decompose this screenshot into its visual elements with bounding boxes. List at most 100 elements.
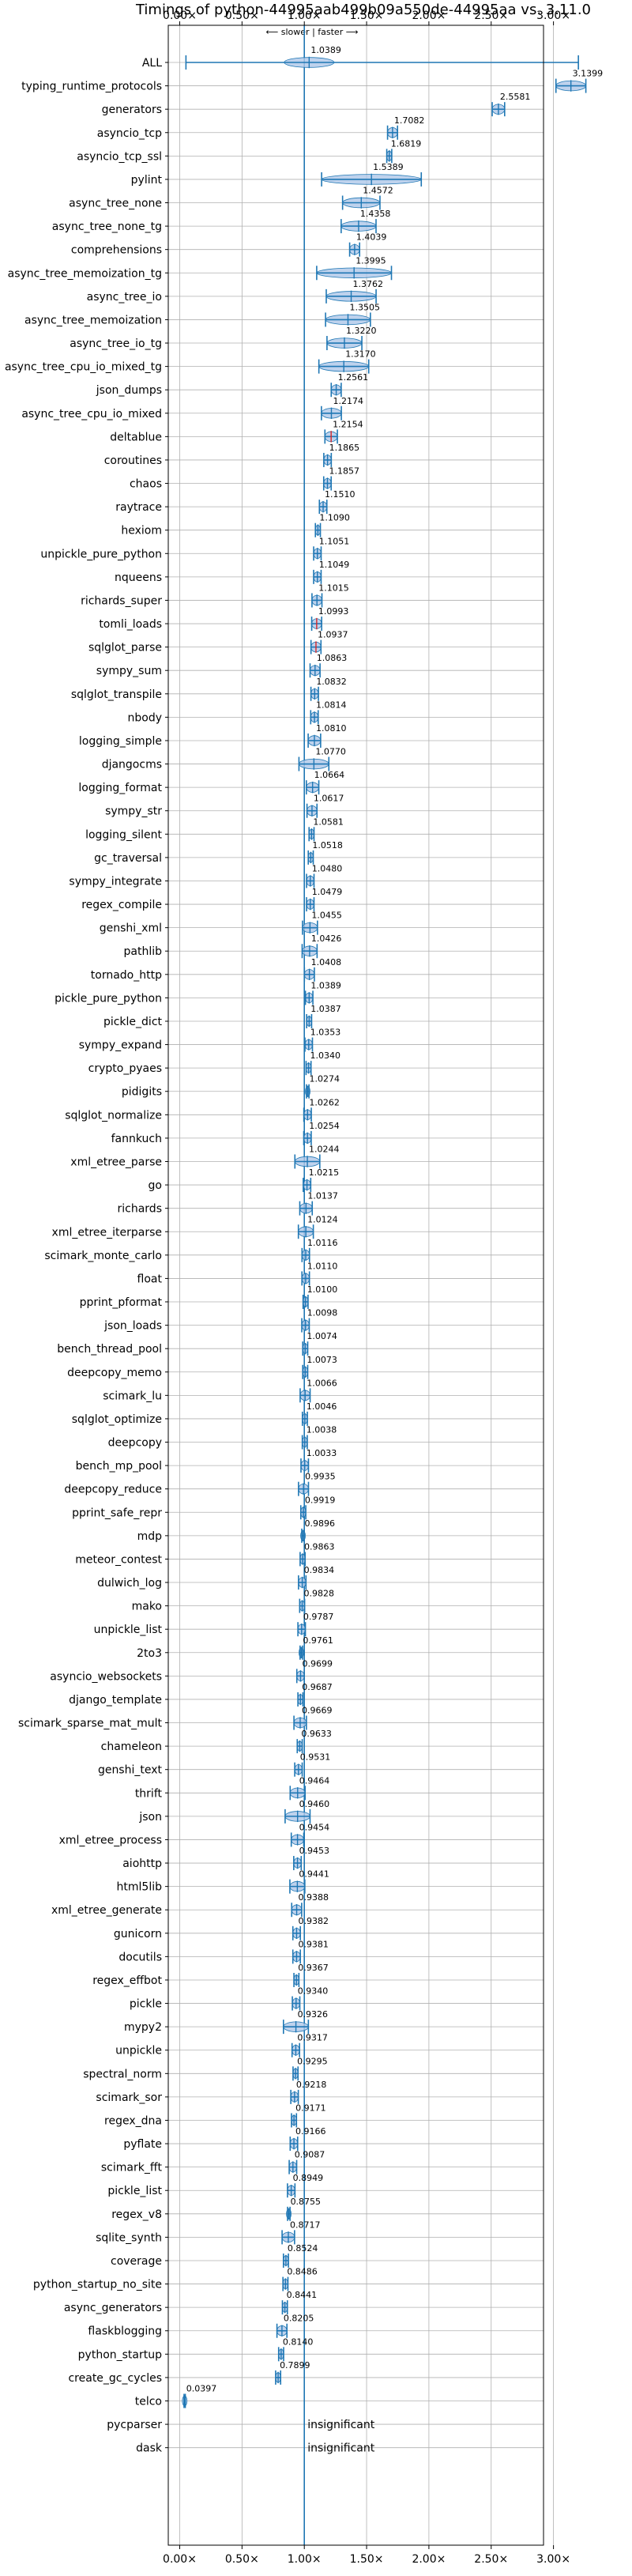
value-label: 1.3170 — [345, 349, 376, 360]
benchmark-label: bench_mp_pool — [76, 1460, 162, 1473]
value-label: 1.0832 — [316, 677, 347, 687]
value-label: 1.0480 — [312, 863, 343, 873]
benchmark-label: async_tree_cpu_io_mixed — [21, 408, 162, 421]
value-label: 1.1049 — [319, 560, 350, 570]
benchmark-label: typing_runtime_protocols — [21, 81, 162, 93]
benchmark-label: asyncio_tcp — [97, 127, 162, 140]
benchmark-label: sqlglot_normalize — [65, 1109, 162, 1122]
benchmark-label: mako — [132, 1601, 162, 1613]
value-label: 0.9669 — [302, 1706, 333, 1716]
benchmark-label: pickle_dict — [103, 1016, 163, 1028]
benchmark-label: json_loads — [103, 1320, 162, 1333]
benchmark-label: async_generators — [64, 2302, 162, 2314]
benchmark-label: pidigits — [122, 1086, 162, 1099]
value-label: 1.0389 — [310, 980, 341, 990]
value-label: 1.0215 — [309, 1167, 340, 1178]
x-tick-label-bottom: 0.00× — [163, 2553, 197, 2566]
benchmark-label: meteor_contest — [75, 1553, 162, 1566]
x-tick-label-top: 0.50× — [225, 9, 259, 22]
benchmark-label: scimark_sor — [96, 2091, 162, 2104]
benchmark-label: dask — [136, 2442, 163, 2455]
x-tick-label-bottom: 3.00× — [536, 2553, 570, 2566]
benchmark-label: djangocms — [102, 759, 162, 771]
value-label: 1.0455 — [311, 911, 342, 921]
value-label: 0.9388 — [299, 1892, 329, 1903]
value-label: 0.0397 — [186, 2384, 216, 2394]
benchmark-label: html5lib — [117, 1881, 163, 1894]
benchmark-label: asyncio_websockets — [50, 1670, 162, 1683]
benchmark-label: xml_etree_process — [59, 1834, 162, 1846]
value-label: 0.9863 — [304, 1541, 335, 1552]
value-label: 1.0810 — [316, 723, 347, 734]
benchmark-label: hexiom — [121, 525, 162, 537]
value-label: 1.0770 — [315, 747, 346, 757]
value-label: 0.8755 — [291, 2197, 322, 2207]
value-label: 0.9834 — [304, 1565, 335, 1575]
benchmark-label: async_tree_io — [87, 291, 162, 304]
benchmark-label: scimark_monte_carlo — [44, 1250, 162, 1262]
benchmark-label: pylint — [131, 174, 163, 187]
value-label: 0.7899 — [280, 2360, 310, 2370]
benchmark-label: sympy_expand — [79, 1039, 162, 1052]
value-label: 0.8441 — [287, 2290, 318, 2300]
benchmark-label: unpickle_pure_python — [40, 548, 162, 560]
value-label: 1.3220 — [346, 326, 377, 336]
benchmark-label: logging_simple — [79, 735, 162, 748]
value-label: 1.1015 — [318, 583, 349, 593]
value-label: 1.0066 — [307, 1378, 337, 1388]
value-label: 1.5389 — [373, 162, 404, 172]
marks-layer — [182, 25, 587, 2545]
benchmark-label: regex_effbot — [92, 1974, 162, 1987]
benchmark-label: json_dumps — [96, 384, 162, 397]
direction-annotation: ⟵ slower | faster ⟶ — [266, 27, 359, 37]
benchmark-label: logging_format — [78, 782, 162, 794]
benchmark-label: dulwich_log — [97, 1577, 162, 1590]
benchmark-label: pycparser — [107, 2419, 162, 2431]
benchmark-label: async_tree_cpu_io_mixed_tg — [5, 361, 162, 374]
value-label: 1.0110 — [307, 1261, 338, 1271]
benchmark-label: xml_etree_iterparse — [52, 1226, 162, 1239]
benchmark-label: genshi_text — [98, 1764, 163, 1777]
axis-layer: 0.00× 0.00× 0.50× 0.50× 1.00× 1.00× 1.50× 1.50×… — [163, 9, 570, 2566]
value-label: 0.9087 — [295, 2150, 325, 2160]
value-label: 1.1865 — [329, 443, 360, 453]
benchmark-label: comprehensions — [71, 244, 162, 257]
benchmark-label: unpickle_list — [94, 1624, 163, 1636]
benchmark-label: sqlglot_parse — [88, 642, 162, 654]
benchmark-label: mypy2 — [124, 2021, 162, 2034]
x-tick-label-top: 2.50× — [474, 9, 508, 22]
value-label: 0.9896 — [305, 1518, 336, 1529]
x-tick-label-top: 0.00× — [163, 9, 197, 22]
x-tick-label-top: 1.00× — [288, 9, 322, 22]
benchmark-label: fannkuch — [111, 1133, 162, 1145]
value-label: 0.9326 — [298, 2009, 329, 2020]
benchmark-label: sqlglot_transpile — [71, 688, 162, 701]
benchmark-label: tornado_http — [91, 969, 162, 982]
benchmark-label: pprint_safe_repr — [72, 1507, 162, 1519]
value-label: 0.9761 — [303, 1635, 333, 1646]
benchmark-label: richards_super — [81, 594, 162, 607]
value-label: 1.0244 — [309, 1144, 340, 1154]
value-label: 1.0098 — [307, 1308, 338, 1318]
benchmark-label: docutils — [118, 1951, 162, 1963]
value-label: 0.9699 — [302, 1658, 333, 1669]
value-label: 1.0863 — [317, 653, 348, 663]
value-label: 1.0074 — [307, 1331, 337, 1341]
benchmark-label: flaskblogging — [88, 2325, 162, 2338]
value-label: 1.4572 — [363, 186, 393, 196]
value-label: 0.9787 — [303, 1612, 334, 1622]
benchmark-label: spectral_norm — [83, 2068, 162, 2080]
x-tick-label-bottom: 1.50× — [350, 2553, 384, 2566]
benchmark-label: ALL — [142, 57, 162, 70]
x-tick-label-bottom: 1.00× — [288, 2553, 322, 2566]
value-label: 1.0137 — [307, 1191, 338, 1201]
benchmark-label: telco — [135, 2396, 162, 2408]
value-label: 1.1051 — [319, 536, 350, 546]
value-label: 0.9381 — [298, 1939, 329, 1949]
value-label: 2.5581 — [500, 92, 531, 102]
benchmark-label: unpickle — [115, 2045, 162, 2057]
value-label: 1.1510 — [325, 489, 356, 500]
value-label: 1.0262 — [309, 1097, 340, 1107]
value-label: 1.0340 — [310, 1050, 341, 1061]
